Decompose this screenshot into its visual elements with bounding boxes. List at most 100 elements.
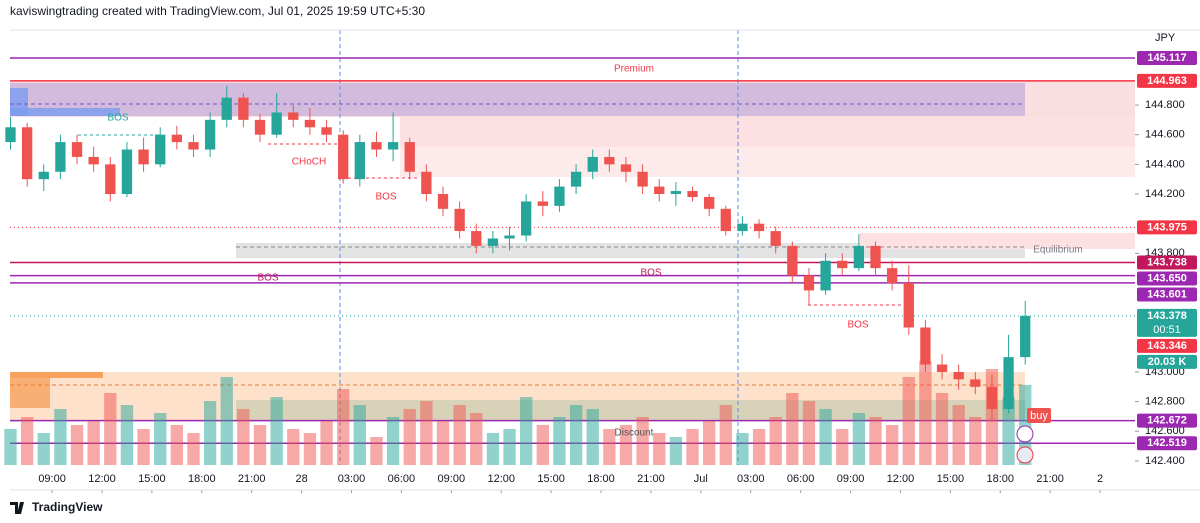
candle-body bbox=[637, 171, 648, 187]
candle-body bbox=[936, 364, 948, 372]
x-tick-label: 12:00 bbox=[487, 473, 515, 485]
volume-bar bbox=[802, 401, 816, 465]
candle-body bbox=[55, 142, 66, 172]
candle-body bbox=[454, 208, 465, 232]
volume-bar bbox=[686, 429, 699, 465]
volume-bar bbox=[869, 417, 882, 465]
volume-bar bbox=[969, 417, 982, 465]
candle-body bbox=[986, 386, 998, 410]
volume-bar bbox=[819, 409, 832, 465]
volume-bar bbox=[20, 417, 34, 465]
candle-body bbox=[421, 171, 432, 195]
candle-body bbox=[737, 223, 748, 232]
volume-bar bbox=[170, 425, 184, 465]
candle-body bbox=[138, 149, 149, 165]
volume-bar bbox=[669, 437, 683, 465]
candles bbox=[5, 85, 1031, 420]
y-tick-label: 142.600 bbox=[1145, 425, 1185, 437]
price-label-box bbox=[1137, 287, 1197, 302]
volume bbox=[4, 361, 1032, 465]
candle-body bbox=[953, 371, 964, 380]
x-tick-label: 09:00 bbox=[38, 473, 66, 485]
candle-body bbox=[853, 245, 865, 269]
candle-body bbox=[1020, 315, 1031, 358]
volume-label-box bbox=[1137, 354, 1197, 369]
x-tick-label: 09:00 bbox=[837, 473, 865, 485]
candle-body bbox=[21, 127, 33, 180]
candle-body bbox=[570, 171, 582, 187]
x-tick-label: 06:00 bbox=[388, 473, 416, 485]
footer: TradingView bbox=[32, 500, 103, 514]
candle-body bbox=[604, 156, 615, 165]
price-label-box bbox=[1137, 220, 1197, 235]
volume-bar bbox=[253, 425, 267, 465]
price-labels: 145.117 144.963 143.975 143.738 143.650 143.6… bbox=[1137, 51, 1197, 451]
x-tick-label: 18:00 bbox=[986, 473, 1014, 485]
candle-body bbox=[88, 156, 99, 165]
volume-bar bbox=[653, 433, 666, 465]
price-label-box bbox=[1137, 413, 1197, 428]
volume-bar bbox=[702, 421, 716, 465]
volume-bar bbox=[403, 409, 416, 465]
volume-bar bbox=[935, 393, 949, 465]
candle-body bbox=[803, 275, 815, 291]
candle-body bbox=[970, 379, 981, 387]
x-tick-label: 03:00 bbox=[338, 473, 366, 485]
volume-bar bbox=[902, 377, 915, 465]
y-tick-label: 142.400 bbox=[1145, 455, 1185, 467]
candle-body bbox=[670, 191, 682, 195]
candle-body bbox=[38, 171, 49, 180]
annotation: BOS bbox=[375, 192, 396, 203]
volume-bar bbox=[87, 421, 100, 465]
price-label-box bbox=[1137, 338, 1197, 353]
candle-body bbox=[837, 260, 848, 269]
candle-body bbox=[870, 245, 881, 269]
price-label: 145.117 bbox=[1147, 52, 1186, 64]
candle-body bbox=[1003, 357, 1014, 410]
candle-body bbox=[587, 156, 598, 172]
candle-body bbox=[554, 186, 565, 206]
volume-label: 20.03 K bbox=[1148, 356, 1187, 368]
volume-bar bbox=[836, 429, 849, 465]
price-label: 142.672 bbox=[1147, 415, 1187, 427]
volume-bar bbox=[786, 393, 799, 465]
candle-body bbox=[437, 194, 449, 209]
candle-body bbox=[787, 245, 798, 276]
candle-body bbox=[504, 235, 515, 239]
price-label: 143.738 bbox=[1147, 256, 1187, 268]
volume-bar bbox=[54, 409, 67, 465]
candle-body bbox=[155, 134, 166, 165]
volume-bar bbox=[536, 425, 549, 465]
candle-body bbox=[71, 142, 83, 157]
candle-body bbox=[338, 134, 349, 180]
volume-bar bbox=[4, 429, 17, 465]
price-label-box bbox=[1137, 73, 1197, 88]
candle-body bbox=[354, 142, 365, 180]
icon bbox=[1016, 425, 1034, 443]
x-tick-label: 15:00 bbox=[937, 473, 965, 485]
candle-body bbox=[271, 112, 282, 135]
candle-body bbox=[221, 97, 232, 120]
candle-body bbox=[321, 127, 332, 135]
volume-bar bbox=[752, 429, 766, 465]
volume-bar bbox=[203, 401, 217, 465]
volume-bar bbox=[287, 429, 300, 465]
annotation: BOS bbox=[257, 273, 278, 284]
candle-body bbox=[204, 119, 216, 150]
volume-bar bbox=[553, 417, 566, 465]
annotation: Discount bbox=[615, 428, 654, 439]
volume-bar bbox=[852, 413, 866, 465]
volume-bar bbox=[1002, 397, 1015, 465]
icon bbox=[1016, 446, 1034, 464]
volume-bar bbox=[137, 429, 150, 465]
buy-label: buy bbox=[1030, 410, 1048, 422]
candle-body bbox=[238, 97, 249, 120]
logo bbox=[10, 502, 24, 514]
buy-box bbox=[1027, 408, 1051, 423]
candle-body bbox=[471, 231, 482, 246]
price-label: 143.601 bbox=[1147, 288, 1187, 300]
x-tick-label: 21:00 bbox=[637, 473, 665, 485]
price-label: 144.963 bbox=[1147, 75, 1187, 87]
x-tick-label: 15:00 bbox=[537, 473, 565, 485]
